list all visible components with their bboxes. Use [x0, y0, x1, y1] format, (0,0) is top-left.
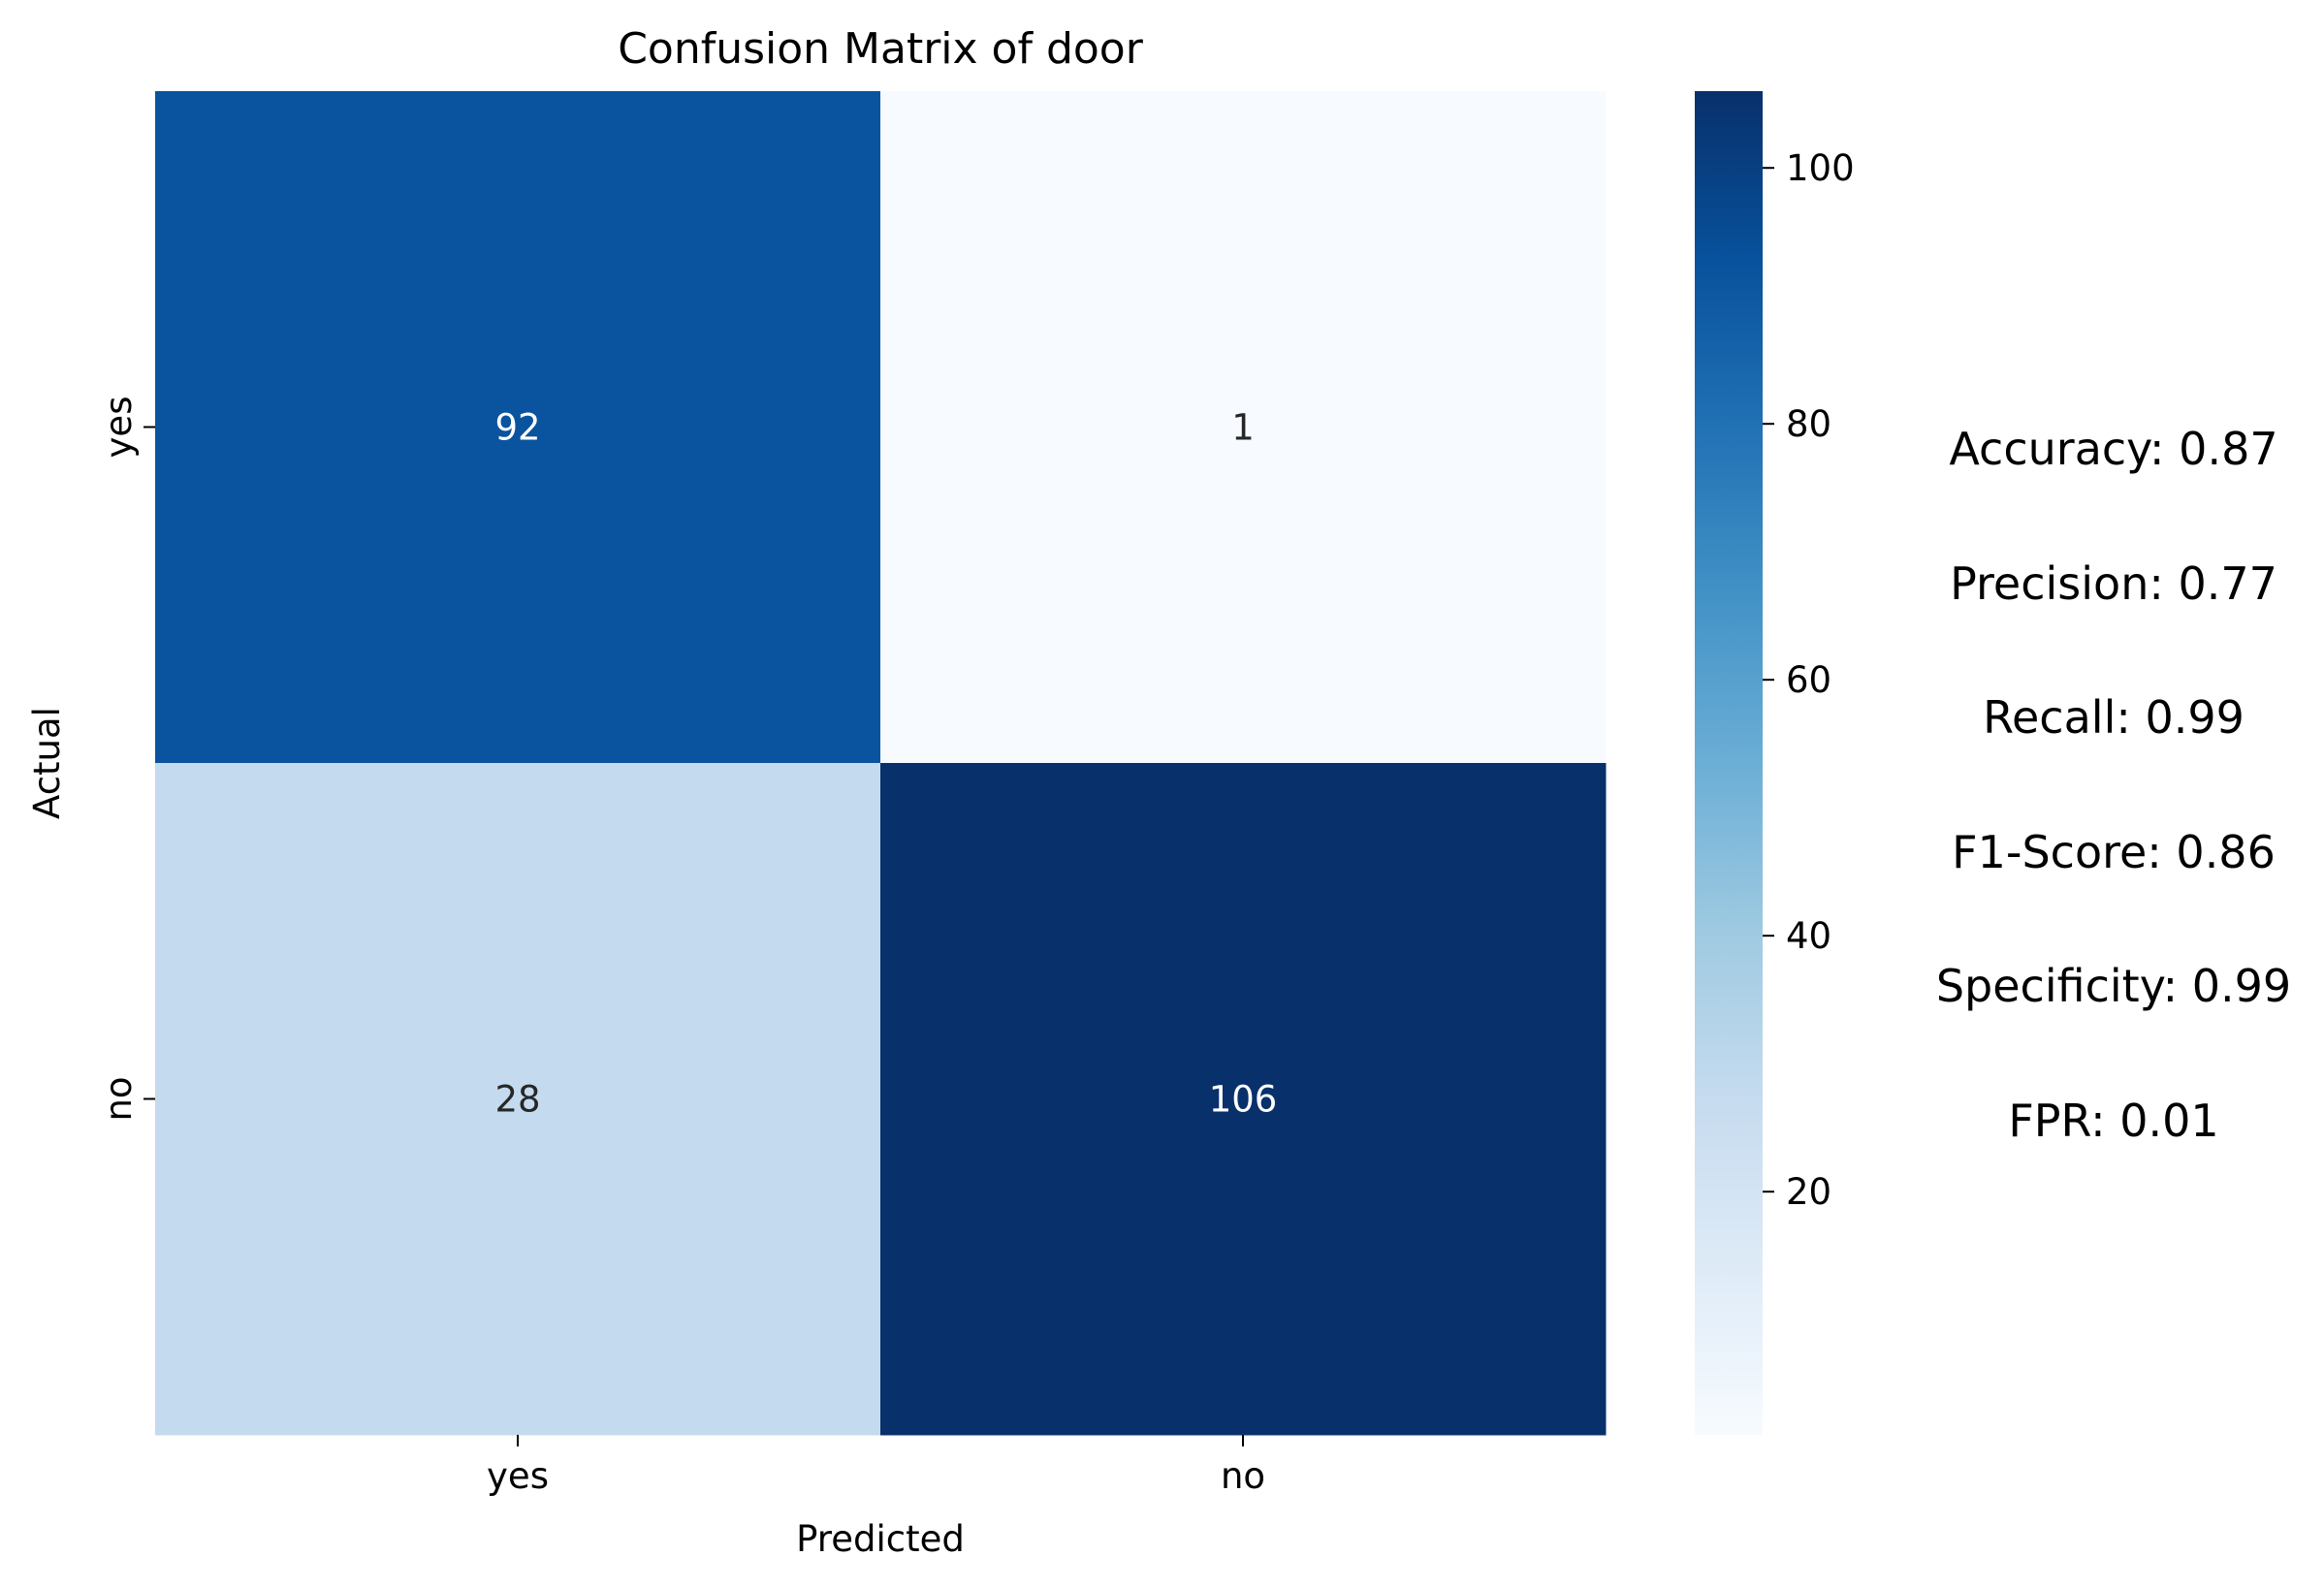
heatmap-cell-yes-no [880, 91, 1607, 764]
colorbar-ticks: 20 40 60 80 100 [1763, 147, 1855, 1213]
heatmap-cells: 92 1 28 106 [155, 91, 1607, 1436]
colorbar [1695, 91, 1763, 1435]
y-axis-label: Actual [26, 707, 68, 819]
heatmap-cell-no-yes [155, 763, 881, 1436]
heatmap-cell-no-no [880, 763, 1607, 1436]
metric-fpr: FPR: 0.01 [2008, 1094, 2219, 1147]
x-tick-label: no [1221, 1455, 1265, 1497]
colorbar-tick-label: 100 [1786, 147, 1855, 189]
y-tick-label: yes [98, 397, 140, 459]
metric-accuracy: Accuracy: 0.87 [1949, 423, 2278, 475]
cell-value-label: 28 [494, 1079, 540, 1121]
colorbar-tick-label: 40 [1786, 915, 1831, 957]
heatmap-cell-yes-yes [155, 91, 881, 764]
chart-title: Confusion Matrix of door [618, 24, 1144, 74]
cell-value-label: 106 [1209, 1079, 1278, 1121]
x-tick-label: yes [487, 1455, 549, 1497]
metric-precision: Precision: 0.77 [1950, 556, 2277, 610]
metric-specificity: Specificity: 0.99 [1935, 960, 2292, 1012]
colorbar-tick-label: 60 [1786, 659, 1831, 701]
cell-value-label: 92 [494, 407, 540, 449]
metrics-panel: Accuracy: 0.87 Precision: 0.77 Recall: 0… [1842, 427, 2324, 1232]
colorbar-tick-label: 20 [1786, 1171, 1831, 1213]
metric-f1-score: F1-Score: 0.86 [1952, 825, 2276, 878]
y-tick-label: no [98, 1076, 140, 1121]
colorbar-tick-label: 80 [1786, 403, 1831, 445]
cell-value-label: 1 [1231, 407, 1255, 449]
axis-ticks: yes no yes no [98, 397, 1265, 1497]
metric-recall: Recall: 0.99 [1983, 691, 2244, 744]
x-axis-label: Predicted [796, 1518, 965, 1560]
